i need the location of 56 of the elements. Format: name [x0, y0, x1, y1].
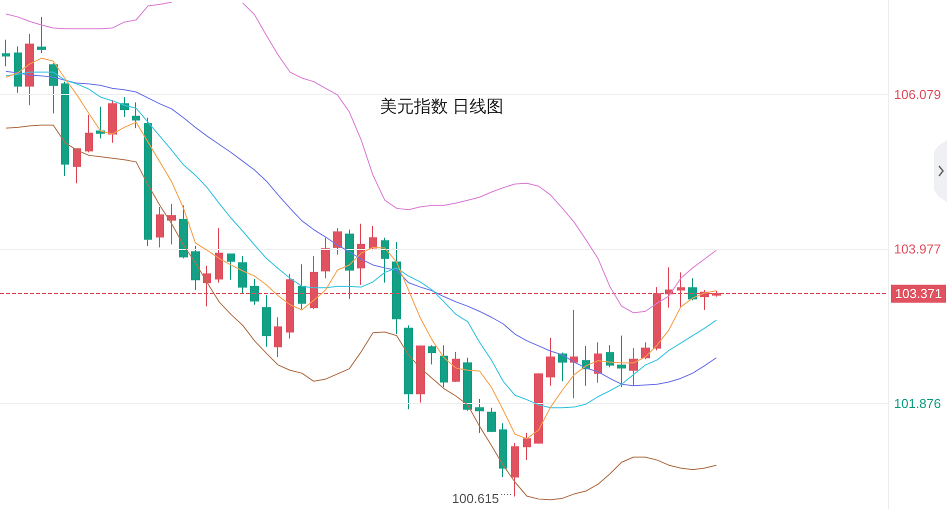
- y-tick-label: 106.079: [894, 86, 941, 102]
- candlestick: [617, 335, 626, 388]
- candlestick: [25, 33, 34, 106]
- candlestick: [428, 344, 436, 365]
- candlestick: [215, 228, 223, 284]
- text: 美元指数 日线图: [380, 97, 504, 116]
- candlestick: [144, 117, 152, 246]
- candlestick: [108, 100, 117, 144]
- candlestick: [534, 372, 543, 444]
- candlestick: [73, 148, 81, 184]
- candlestick: [629, 348, 638, 386]
- candlestick: [606, 344, 614, 368]
- candlestick: [321, 237, 330, 279]
- candlestick: [594, 342, 602, 384]
- candlestick: [191, 245, 200, 291]
- candlestick: [404, 324, 413, 410]
- candlestick: [416, 345, 425, 404]
- candlestick: [475, 398, 484, 434]
- ref-line-label: 103.371: [895, 286, 942, 302]
- candlestick: [570, 309, 578, 399]
- candlestick: [156, 206, 164, 248]
- candlestick: [179, 204, 188, 259]
- candlestick: [369, 225, 377, 251]
- candlestick: [392, 242, 401, 335]
- candlestick: [238, 256, 247, 294]
- candlestick: [167, 203, 176, 245]
- candlestick: [452, 351, 460, 383]
- candlestick: [688, 278, 697, 301]
- candlestick: [558, 352, 567, 382]
- candlestick: [440, 344, 448, 388]
- candlestick: [274, 316, 282, 358]
- candlestick: [85, 114, 93, 153]
- candlestick: [523, 432, 531, 461]
- candlestick: [641, 342, 650, 360]
- annotation: 100.615: [452, 490, 500, 506]
- candlestick: [96, 106, 105, 139]
- candlestick: [227, 253, 235, 280]
- candlestick: [546, 337, 555, 386]
- candlestick: [487, 407, 496, 433]
- candlestick: [463, 357, 472, 412]
- candlestick: [262, 294, 271, 348]
- y-tick-label: 101.876: [894, 396, 941, 412]
- candlestick: [345, 229, 354, 300]
- y-tick-label: 103.977: [894, 242, 941, 257]
- candlestick: [357, 223, 365, 286]
- candlestick: [511, 442, 519, 497]
- candlestick: [381, 237, 389, 284]
- candlestick: [2, 39, 10, 67]
- candlestick: [499, 422, 507, 478]
- candlestick: [37, 16, 46, 54]
- candlestick: [250, 278, 259, 306]
- candlestick: [132, 102, 140, 129]
- candlestick: [61, 81, 69, 176]
- candlestick: [298, 264, 306, 310]
- candlestick: [333, 228, 342, 256]
- candlestick: [14, 46, 22, 94]
